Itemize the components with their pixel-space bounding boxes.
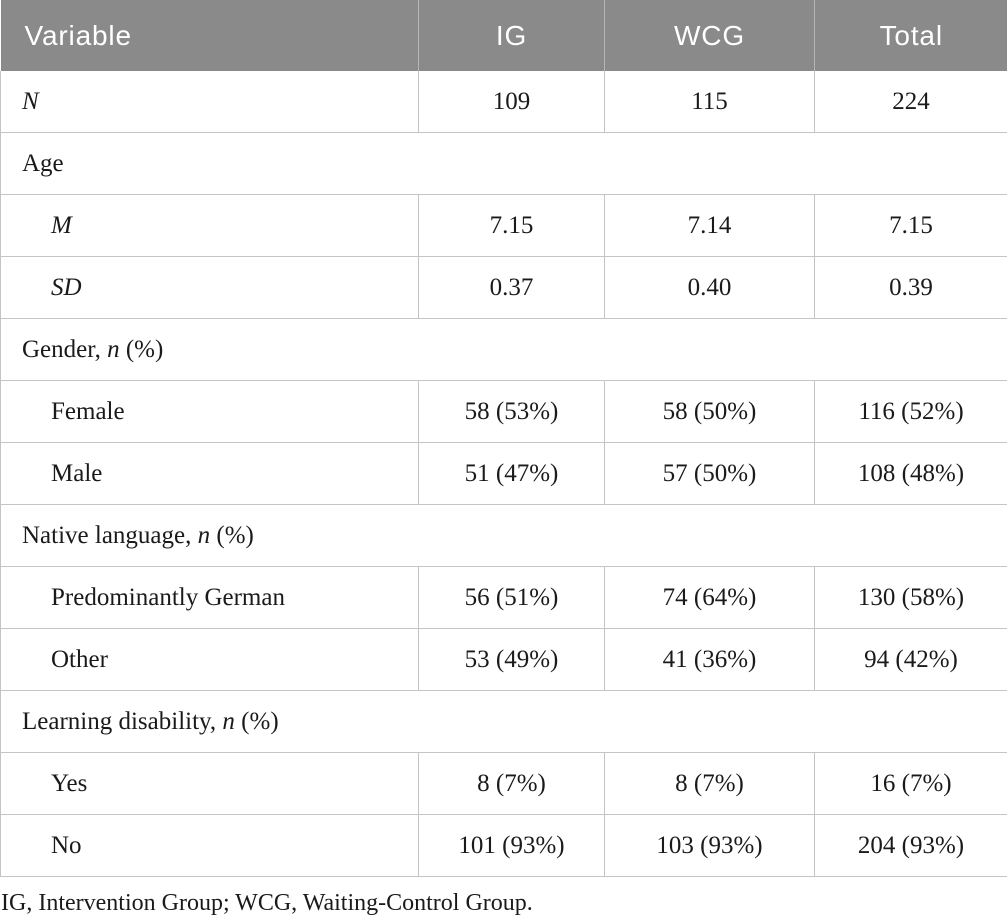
section-label: Age: [0, 132, 1007, 195]
cell-value-total: 204 (93%): [814, 814, 1007, 877]
row-label: Female: [0, 380, 419, 443]
cell-value-total: 0.39: [814, 256, 1007, 319]
row-label-italic-part: N: [22, 87, 39, 115]
row-label-part: No: [51, 831, 82, 859]
cell-value-ig: 0.37: [418, 256, 605, 319]
column-header-ig: IG: [418, 0, 605, 71]
cell-value-total: 94 (42%): [814, 628, 1007, 691]
cell-value-wcg: 8 (7%): [604, 752, 815, 815]
row-label-italic-part: M: [51, 211, 72, 239]
cell-value-total: 108 (48%): [814, 442, 1007, 505]
cell-value-total: 224: [814, 71, 1007, 133]
table-row: No 101 (93%) 103 (93%) 204 (93%): [0, 814, 1007, 877]
table-header: Variable IG WCG Total: [0, 0, 1007, 71]
cell-value-wcg: 41 (36%): [604, 628, 815, 691]
cell-value-wcg: 74 (64%): [604, 566, 815, 629]
cell-value-ig: 7.15: [418, 194, 605, 257]
row-label-italic-part: n: [222, 707, 235, 735]
table-row: Predominantly German 56 (51%) 74 (64%) 130 …: [0, 566, 1007, 629]
cell-value-wcg: 57 (50%): [604, 442, 815, 505]
row-label-part: Female: [51, 397, 125, 425]
column-header-total: Total: [814, 0, 1007, 71]
table-body: N 109 115 224 Age M 7.15 7.14 7.15 SD 0.37 0.40 0.39…: [0, 71, 1007, 877]
row-label: N: [0, 71, 419, 133]
section-row: Age: [0, 132, 1007, 195]
row-label-part: Predominantly German: [51, 583, 285, 611]
row-label-part: Learning disability,: [22, 707, 223, 735]
row-label-part: Yes: [51, 769, 88, 797]
section-label: Learning disability, n (%): [0, 690, 1007, 753]
row-label-part: (%): [234, 707, 279, 735]
cell-value-ig: 58 (53%): [418, 380, 605, 443]
demographics-table: Variable IG WCG Total N 109 115 224 Age M 7.15…: [0, 0, 1007, 877]
cell-value-total: 130 (58%): [814, 566, 1007, 629]
row-label: SD: [0, 256, 419, 319]
row-label: No: [0, 814, 419, 877]
column-header-variable: Variable: [0, 0, 419, 71]
row-label-part: Age: [22, 149, 64, 177]
cell-value-total: 16 (7%): [814, 752, 1007, 815]
row-label: M: [0, 194, 419, 257]
row-label-part: Gender,: [22, 335, 108, 363]
table-row: N 109 115 224: [0, 71, 1007, 133]
table-row: Female 58 (53%) 58 (50%) 116 (52%): [0, 380, 1007, 443]
cell-value-wcg: 0.40: [604, 256, 815, 319]
cell-value-wcg: 115: [604, 71, 815, 133]
row-label: Other: [0, 628, 419, 691]
table-row: M 7.15 7.14 7.15: [0, 194, 1007, 257]
header-row: Variable IG WCG Total: [0, 0, 1007, 71]
row-label-italic-part: n: [107, 335, 120, 363]
row-label-italic-part: n: [197, 521, 211, 549]
cell-value-ig: 8 (7%): [418, 752, 605, 815]
row-label-part: Native language,: [22, 521, 198, 549]
cell-value-ig: 109: [418, 71, 605, 133]
cell-value-ig: 51 (47%): [418, 442, 605, 505]
cell-value-ig: 101 (93%): [418, 814, 605, 877]
cell-value-ig: 56 (51%): [418, 566, 605, 629]
table-footnote: IG, Intervention Group; WCG, Waiting-Con…: [1, 890, 533, 916]
section-row: Gender, n (%): [0, 318, 1007, 381]
row-label-italic-part: SD: [51, 273, 82, 301]
section-row: Learning disability, n (%): [0, 690, 1007, 753]
table-row: Yes 8 (7%) 8 (7%) 16 (7%): [0, 752, 1007, 815]
row-label-part: Male: [51, 459, 103, 487]
row-label-part: Other: [51, 645, 108, 673]
column-header-wcg: WCG: [604, 0, 815, 71]
row-label: Yes: [0, 752, 419, 815]
row-label-part: (%): [210, 521, 254, 549]
section-row: Native language, n (%): [0, 504, 1007, 567]
row-label: Predominantly German: [0, 566, 419, 629]
row-label: Male: [0, 442, 419, 505]
section-label: Gender, n (%): [0, 318, 1007, 381]
cell-value-wcg: 7.14: [604, 194, 815, 257]
section-label: Native language, n (%): [0, 504, 1007, 567]
cell-value-wcg: 58 (50%): [604, 380, 815, 443]
cell-value-wcg: 103 (93%): [604, 814, 815, 877]
table-row: SD 0.37 0.40 0.39: [0, 256, 1007, 319]
cell-value-total: 116 (52%): [814, 380, 1007, 443]
cell-value-ig: 53 (49%): [418, 628, 605, 691]
table-row: Other 53 (49%) 41 (36%) 94 (42%): [0, 628, 1007, 691]
cell-value-total: 7.15: [814, 194, 1007, 257]
row-label-part: (%): [119, 335, 164, 363]
table-row: Male 51 (47%) 57 (50%) 108 (48%): [0, 442, 1007, 505]
